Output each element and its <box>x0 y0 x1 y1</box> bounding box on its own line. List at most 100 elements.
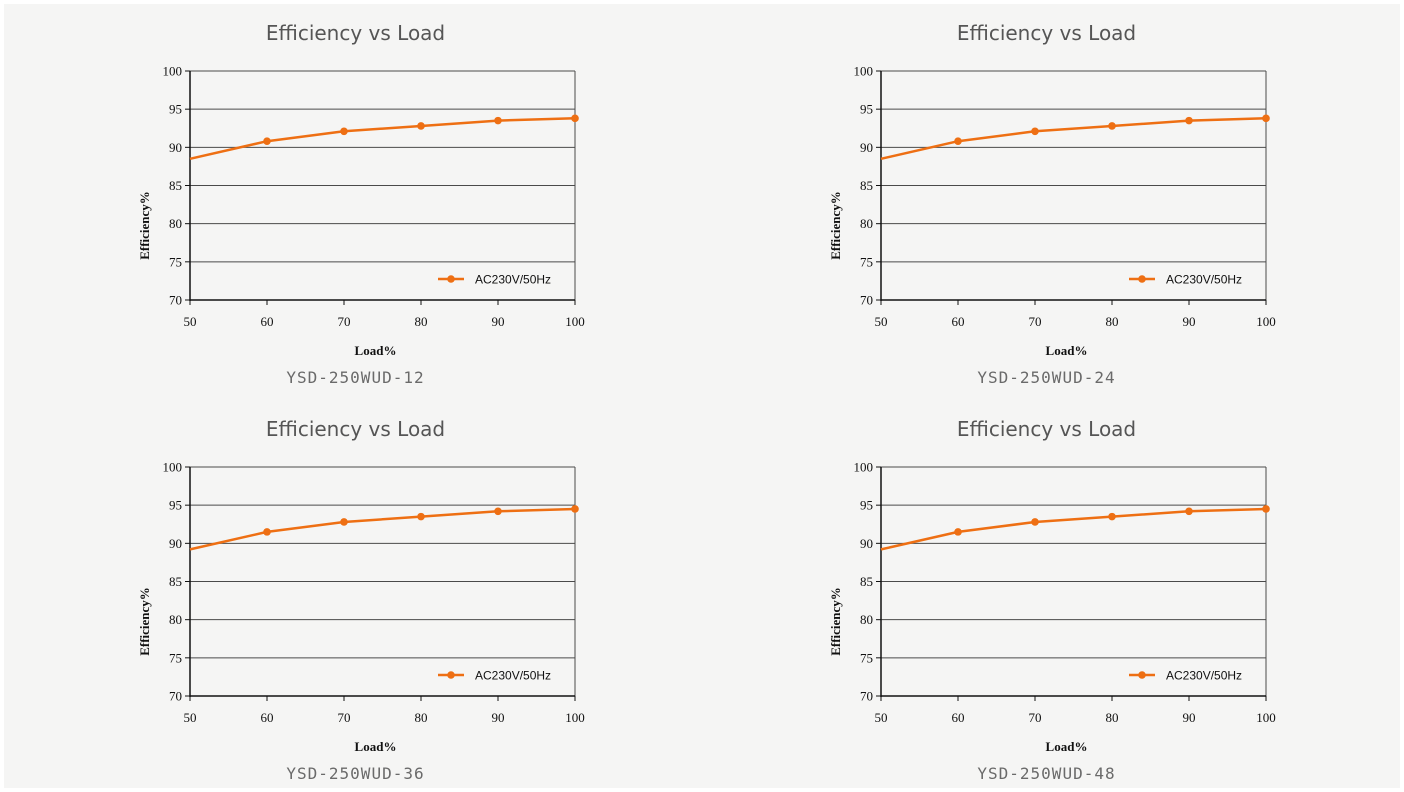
legend-label: AC230V/50Hz <box>1166 273 1242 287</box>
data-point <box>954 528 962 536</box>
legend-label: AC230V/50Hz <box>1166 669 1242 683</box>
x-tick-label: 90 <box>492 314 505 329</box>
chart-title: Efficiency vs Load <box>266 417 445 441</box>
chart-caption: YSD-250WUD-12 <box>286 368 424 387</box>
x-tick-label: 50 <box>875 314 888 329</box>
y-axis-label: Efficiency% <box>137 587 152 656</box>
y-tick-label: 85 <box>860 178 873 193</box>
y-tick-label: 80 <box>860 216 873 231</box>
data-point <box>417 122 425 130</box>
series-line <box>880 507 1267 551</box>
y-tick-label: 100 <box>854 64 874 79</box>
x-tick-label: 70 <box>338 710 351 725</box>
x-tick-label: 60 <box>952 710 965 725</box>
chart-svg: Efficiency vs Load 70 75 80 85 90 95 100 50 60 70 8… <box>828 21 1276 387</box>
chart-panel-1: Efficiency vs Load 70 75 80 85 90 95 100 50 60 70 8… <box>130 14 630 394</box>
legend-marker <box>1138 275 1146 283</box>
legend-marker <box>1138 671 1146 679</box>
chart-caption: YSD-250WUD-36 <box>286 764 424 783</box>
data-point <box>1031 127 1039 136</box>
data-point <box>340 127 348 136</box>
chart-svg: Efficiency vs Load 70 75 80 85 90 95 100 50 60 70 8… <box>137 417 585 783</box>
data-point <box>1262 114 1270 123</box>
x-tick-label: 80 <box>1106 710 1119 725</box>
data-point <box>571 114 579 123</box>
x-tick-label: 100 <box>1256 710 1276 725</box>
x-tick-label: 80 <box>415 314 428 329</box>
x-tick-label: 70 <box>1029 314 1042 329</box>
y-tick-label: 80 <box>860 612 873 627</box>
data-point <box>1262 505 1270 513</box>
chart-svg: Efficiency vs Load 70 75 80 85 90 95 100 50 60 70 8… <box>137 21 585 387</box>
y-axis-label: Efficiency% <box>828 587 843 656</box>
series-line <box>189 117 576 161</box>
y-tick-label: 85 <box>860 574 873 589</box>
legend-marker <box>447 671 455 679</box>
y-tick-label: 100 <box>854 460 874 475</box>
chart-caption: YSD-250WUD-24 <box>977 368 1115 387</box>
x-tick-label: 50 <box>875 710 888 725</box>
x-tick-label: 70 <box>1029 710 1042 725</box>
x-tick-label: 100 <box>565 710 585 725</box>
data-point <box>954 137 962 146</box>
x-axis-label: Load% <box>1046 343 1088 358</box>
data-point <box>571 505 579 513</box>
y-tick-label: 75 <box>860 254 873 269</box>
data-point <box>494 507 502 516</box>
y-axis-label: Efficiency% <box>828 191 843 260</box>
y-tick-label: 90 <box>860 536 873 551</box>
y-tick-label: 100 <box>163 460 183 475</box>
data-point <box>263 137 271 146</box>
y-tick-label: 75 <box>169 650 182 665</box>
x-axis-label: Load% <box>1046 739 1088 754</box>
x-tick-label: 50 <box>184 314 197 329</box>
y-axis-label: Efficiency% <box>137 191 152 260</box>
data-point <box>494 116 502 125</box>
x-axis-label: Load% <box>355 739 397 754</box>
chart-title: Efficiency vs Load <box>957 21 1136 45</box>
data-point <box>1031 518 1039 526</box>
y-tick-label: 95 <box>860 102 873 117</box>
x-tick-label: 80 <box>1106 314 1119 329</box>
data-point <box>1108 122 1116 130</box>
y-tick-label: 90 <box>860 140 873 155</box>
x-tick-label: 60 <box>261 314 274 329</box>
x-tick-label: 60 <box>952 314 965 329</box>
chart-caption: YSD-250WUD-48 <box>977 764 1115 783</box>
y-tick-label: 85 <box>169 178 182 193</box>
x-tick-label: 90 <box>492 710 505 725</box>
x-tick-label: 50 <box>184 710 197 725</box>
data-point <box>340 518 348 526</box>
legend-label: AC230V/50Hz <box>475 669 551 683</box>
y-tick-label: 80 <box>169 216 182 231</box>
y-tick-label: 95 <box>860 498 873 513</box>
data-point <box>417 512 425 521</box>
data-point <box>1185 116 1193 125</box>
x-tick-label: 100 <box>1256 314 1276 329</box>
y-tick-label: 100 <box>163 64 183 79</box>
y-tick-label: 70 <box>860 689 873 704</box>
legend-label: AC230V/50Hz <box>475 273 551 287</box>
y-tick-label: 90 <box>169 536 182 551</box>
y-tick-label: 75 <box>169 254 182 269</box>
x-tick-label: 90 <box>1183 314 1196 329</box>
chart-title: Efficiency vs Load <box>957 417 1136 441</box>
y-tick-label: 80 <box>169 612 182 627</box>
chart-title: Efficiency vs Load <box>266 21 445 45</box>
y-tick-label: 75 <box>860 650 873 665</box>
y-tick-label: 95 <box>169 102 182 117</box>
chart-panel-2: Efficiency vs Load 70 75 80 85 90 95 100 50 60 70 8… <box>821 14 1321 394</box>
series-line <box>189 507 576 551</box>
y-tick-label: 90 <box>169 140 182 155</box>
y-tick-label: 85 <box>169 574 182 589</box>
x-tick-label: 70 <box>338 314 351 329</box>
y-tick-label: 95 <box>169 498 182 513</box>
data-point <box>263 528 271 536</box>
y-tick-label: 70 <box>860 293 873 308</box>
chart-panel-3: Efficiency vs Load 70 75 80 85 90 95 100 50 60 70 8… <box>130 410 630 790</box>
legend-marker <box>447 275 455 283</box>
chart-page: Efficiency vs Load 70 75 80 85 90 95 100 50 60 70 8… <box>4 4 1400 788</box>
data-point <box>1108 512 1116 521</box>
y-tick-label: 70 <box>169 689 182 704</box>
data-point <box>1185 507 1193 516</box>
